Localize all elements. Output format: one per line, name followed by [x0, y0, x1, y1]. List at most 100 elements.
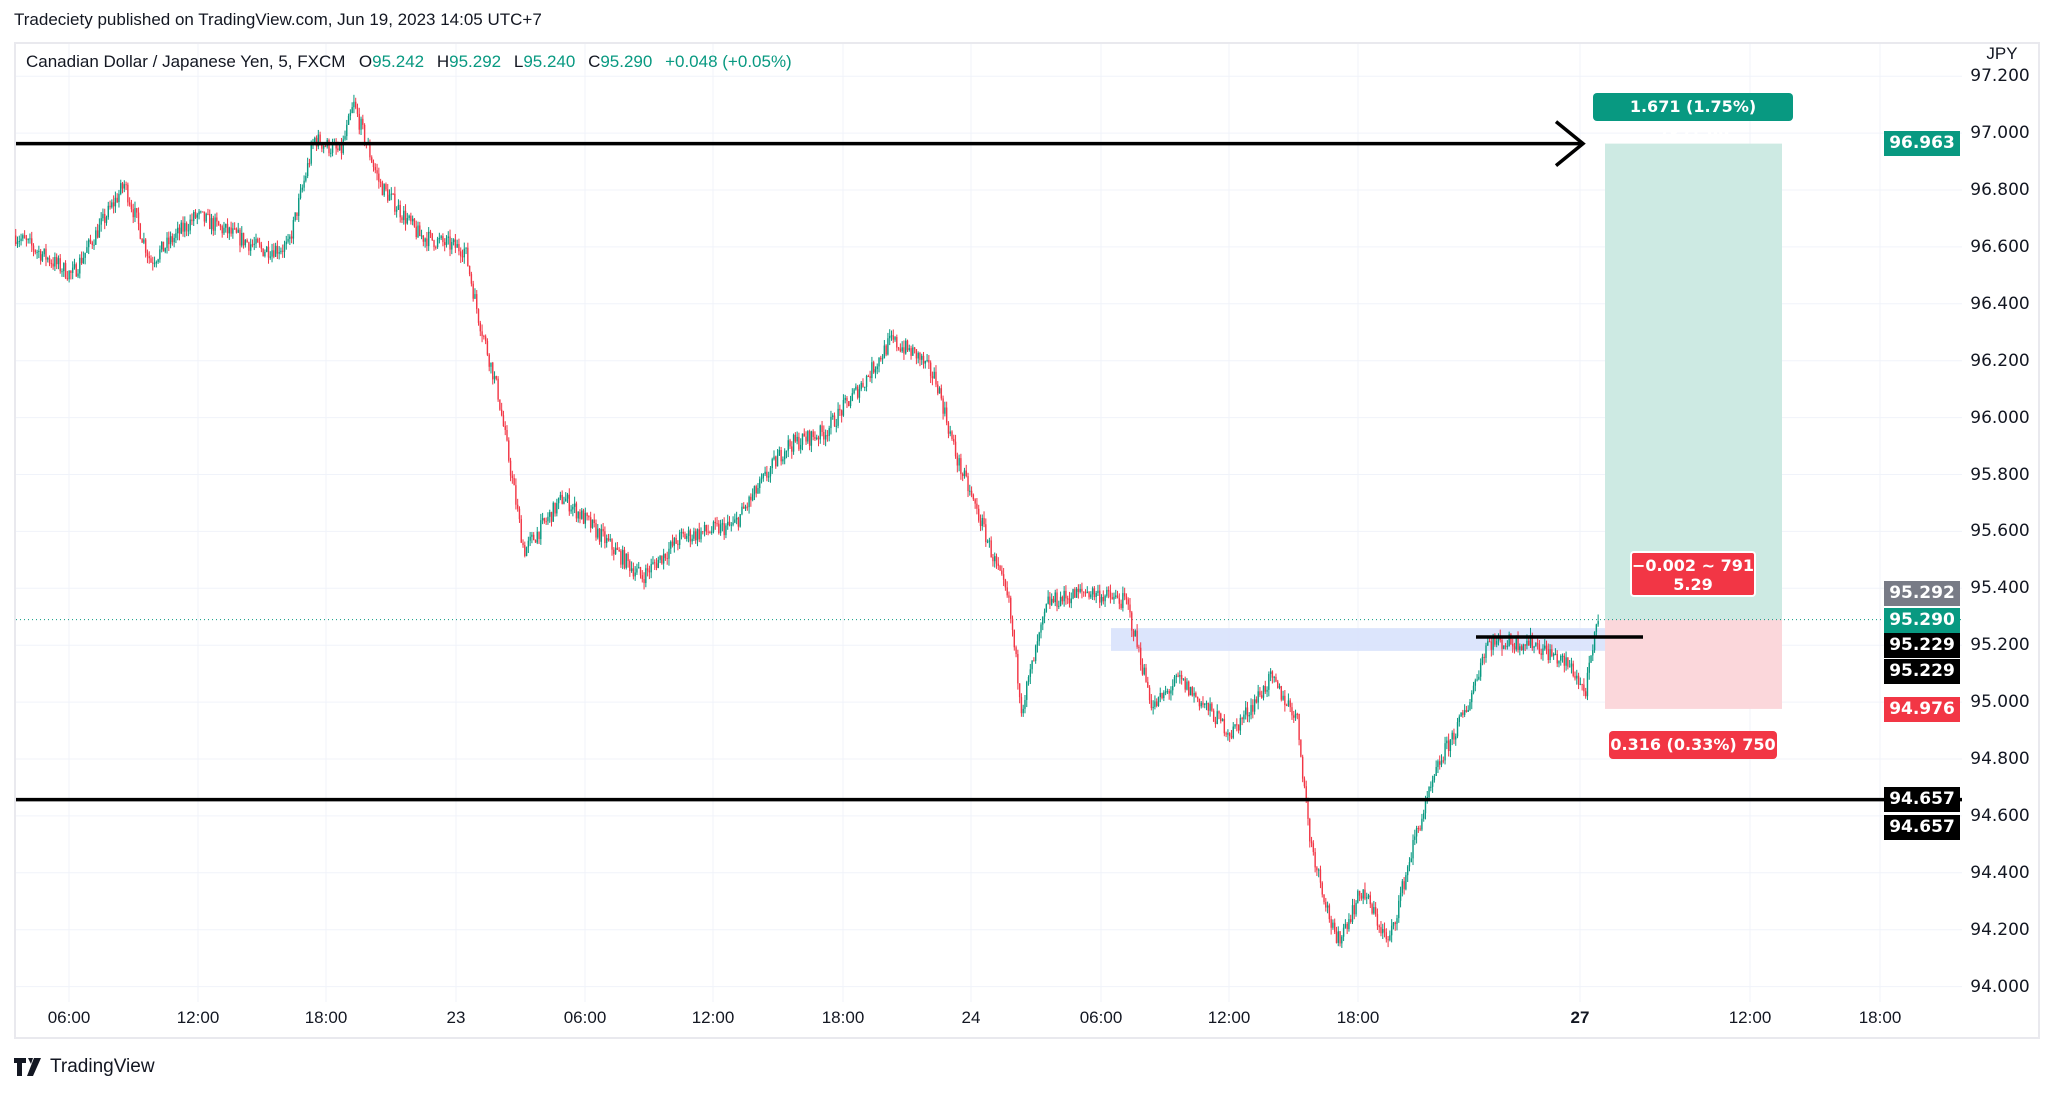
- candle-body: [549, 512, 551, 517]
- candle-body: [431, 233, 433, 241]
- target-label[interactable]: 1.671 (1.75%) 2321.99: [1593, 93, 1793, 144]
- candle-body: [1289, 700, 1291, 708]
- candle-body: [127, 184, 129, 203]
- candle-body: [1346, 923, 1348, 930]
- candle-body: [1100, 596, 1103, 603]
- tradingview-logo[interactable]: TradingView: [14, 1056, 155, 1078]
- candle-body: [472, 283, 474, 299]
- candle-body: [1186, 681, 1188, 690]
- candle-body: [171, 236, 174, 243]
- high-value: 95.292: [449, 52, 502, 71]
- candle-body: [714, 521, 716, 524]
- candle-body: [1166, 691, 1169, 693]
- candle-body: [383, 184, 385, 196]
- candle-body: [246, 240, 248, 243]
- candle-body: [463, 248, 465, 258]
- candle-body: [513, 477, 515, 486]
- candle-body: [1303, 778, 1306, 787]
- candle-body: [285, 241, 287, 245]
- candle-body: [1191, 687, 1193, 696]
- candle-body: [1595, 624, 1598, 632]
- candle-body: [41, 254, 44, 261]
- candle-body: [358, 113, 360, 130]
- candle-body: [1236, 724, 1238, 726]
- candle-body: [910, 348, 912, 356]
- candle-body: [650, 563, 652, 573]
- candle-body: [410, 215, 412, 222]
- candle-body: [244, 240, 247, 246]
- candle-body: [965, 470, 967, 477]
- candle-body: [760, 478, 763, 480]
- candle-body: [652, 562, 654, 564]
- candle-body: [865, 376, 868, 387]
- candle-body: [1172, 686, 1174, 691]
- candle-body: [721, 523, 724, 525]
- candle-body: [266, 246, 268, 252]
- candle-body: [1180, 675, 1183, 680]
- candle-body: [1268, 674, 1270, 690]
- candle-body: [456, 244, 458, 248]
- candle-body: [1061, 596, 1064, 602]
- candle-body: [1043, 611, 1046, 617]
- candle-body: [1136, 630, 1138, 647]
- candle-body: [1175, 675, 1177, 678]
- candle-body: [189, 219, 191, 231]
- candle-body: [1554, 653, 1557, 655]
- candle-body: [775, 456, 777, 467]
- currency-label[interactable]: JPY: [1986, 44, 2018, 63]
- candle-body: [255, 238, 257, 244]
- candle-body: [994, 556, 996, 562]
- price-tick-label: 95.000: [1970, 692, 2030, 713]
- candle-body: [1083, 591, 1085, 593]
- candle-body: [1526, 640, 1528, 646]
- candle-body: [1104, 595, 1106, 602]
- candle-body: [963, 470, 966, 477]
- candle-body: [1394, 922, 1396, 924]
- candle-body: [1558, 660, 1560, 664]
- candle-body: [972, 494, 975, 500]
- candle-body: [529, 536, 531, 541]
- candle-body: [346, 124, 348, 137]
- pnl-label[interactable]: −0.002 ~ 791 5.29: [1630, 551, 1756, 597]
- candle-body: [1095, 592, 1097, 598]
- candle-body: [269, 256, 271, 258]
- candle-body: [500, 409, 503, 416]
- candle-body: [908, 348, 910, 351]
- candle-body: [833, 415, 836, 427]
- candle-body: [91, 242, 93, 245]
- candle-body: [435, 247, 437, 249]
- candle-body: [223, 227, 225, 234]
- stop-label[interactable]: 0.316 (0.33%) 750: [1609, 731, 1777, 759]
- candle-body: [159, 249, 161, 260]
- candle-body: [1392, 922, 1395, 926]
- candle-body: [217, 221, 220, 226]
- candle-body: [661, 555, 663, 564]
- price-axis-label: 95.290: [1884, 608, 1960, 633]
- candle-body: [25, 238, 28, 240]
- candle-body: [1300, 739, 1302, 757]
- candle-body: [534, 540, 537, 543]
- candle-body: [465, 247, 467, 249]
- candle-body: [575, 503, 578, 519]
- candle-body: [1504, 645, 1507, 647]
- candle-body: [207, 213, 209, 215]
- candle-body: [550, 512, 553, 522]
- candle-body: [1129, 604, 1131, 613]
- candle-body: [1141, 664, 1144, 675]
- candle-body: [1253, 699, 1256, 712]
- pnl-label-line1: −0.002 ~ 791: [1632, 556, 1754, 575]
- candle-body: [338, 144, 341, 151]
- candle-body: [1524, 644, 1526, 646]
- symbol-name[interactable]: Canadian Dollar / Japanese Yen, 5, FXCM: [26, 52, 346, 71]
- candle-body: [1387, 939, 1389, 941]
- candle-body: [906, 340, 909, 351]
- candle-body: [1184, 678, 1186, 690]
- candle-body: [944, 407, 946, 414]
- candle-body: [1478, 676, 1480, 680]
- candle-body: [1403, 881, 1405, 890]
- candle-body: [157, 259, 159, 262]
- candle-body: [1510, 634, 1512, 644]
- candle-body: [819, 425, 821, 440]
- candle-body: [522, 542, 524, 546]
